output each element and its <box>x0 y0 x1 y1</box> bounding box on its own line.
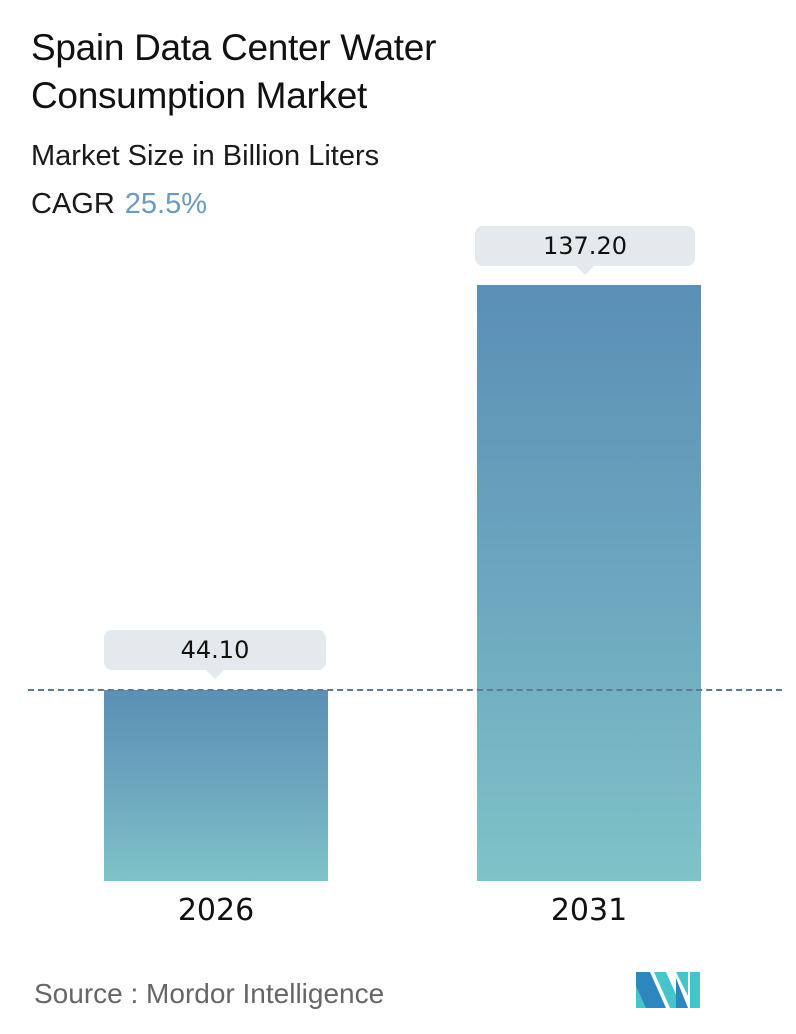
value-text-2031: 137.20 <box>543 232 627 260</box>
cagr-line: CAGR 25.5% <box>31 188 207 221</box>
reference-line <box>28 689 782 691</box>
x-label-2031: 2031 <box>550 893 628 928</box>
value-label-2026: 44.10 <box>104 630 326 679</box>
value-label-2031: 137.20 <box>475 226 695 275</box>
bar-2031 <box>477 285 701 881</box>
value-text-2026: 44.10 <box>180 636 250 664</box>
cagr-label: CAGR <box>31 188 115 220</box>
x-label-2026: 2026 <box>177 893 255 928</box>
chart-subtitle: Market Size in Billion Liters <box>31 140 380 172</box>
mordor-intelligence-logo-icon <box>636 972 700 1008</box>
bar-2026 <box>104 690 328 881</box>
chart-title: Spain Data Center Water Consumption Mark… <box>31 27 437 116</box>
cagr-value: 25.5% <box>124 188 208 220</box>
source-text: Source : Mordor Intelligence <box>34 978 385 1009</box>
